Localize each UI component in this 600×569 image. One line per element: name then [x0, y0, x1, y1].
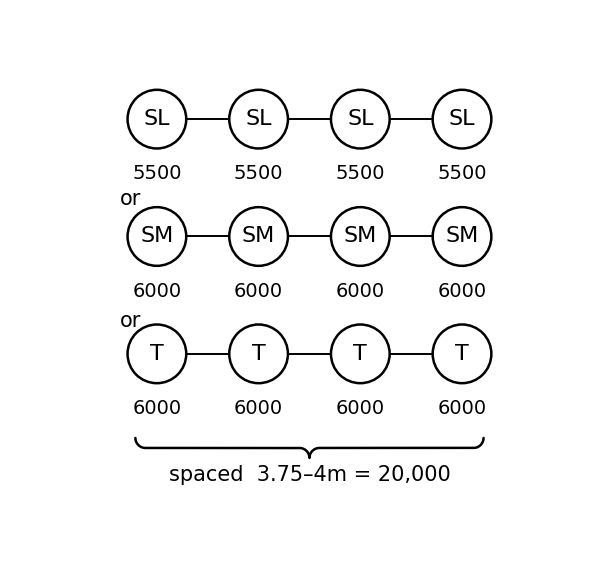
Ellipse shape: [229, 324, 288, 383]
Ellipse shape: [331, 324, 389, 383]
Text: or: or: [120, 189, 141, 209]
Text: SM: SM: [140, 226, 173, 246]
Ellipse shape: [331, 90, 389, 149]
Text: 6000: 6000: [437, 399, 487, 418]
Text: 6000: 6000: [437, 282, 487, 301]
Text: SL: SL: [449, 109, 475, 129]
Ellipse shape: [128, 207, 186, 266]
Ellipse shape: [229, 207, 288, 266]
Text: spaced  3.75–4m = 20,000: spaced 3.75–4m = 20,000: [169, 465, 451, 485]
Text: 6000: 6000: [133, 282, 181, 301]
Text: SL: SL: [245, 109, 272, 129]
Text: SM: SM: [445, 226, 479, 246]
Text: 5500: 5500: [132, 164, 182, 183]
Text: T: T: [252, 344, 265, 364]
Ellipse shape: [433, 324, 491, 383]
Text: 5500: 5500: [335, 164, 385, 183]
Text: or: or: [120, 311, 141, 331]
Text: T: T: [455, 344, 469, 364]
Text: 5500: 5500: [437, 164, 487, 183]
Text: SL: SL: [143, 109, 170, 129]
Text: SM: SM: [242, 226, 275, 246]
Ellipse shape: [433, 90, 491, 149]
Text: SM: SM: [344, 226, 377, 246]
Text: SL: SL: [347, 109, 374, 129]
Ellipse shape: [331, 207, 389, 266]
Text: 6000: 6000: [336, 282, 385, 301]
Text: 5500: 5500: [234, 164, 283, 183]
Ellipse shape: [128, 90, 186, 149]
Text: T: T: [353, 344, 367, 364]
Text: 6000: 6000: [234, 282, 283, 301]
Ellipse shape: [128, 324, 186, 383]
Text: 6000: 6000: [133, 399, 181, 418]
Text: 6000: 6000: [234, 399, 283, 418]
Text: 6000: 6000: [336, 399, 385, 418]
Ellipse shape: [433, 207, 491, 266]
Ellipse shape: [229, 90, 288, 149]
Text: T: T: [150, 344, 164, 364]
